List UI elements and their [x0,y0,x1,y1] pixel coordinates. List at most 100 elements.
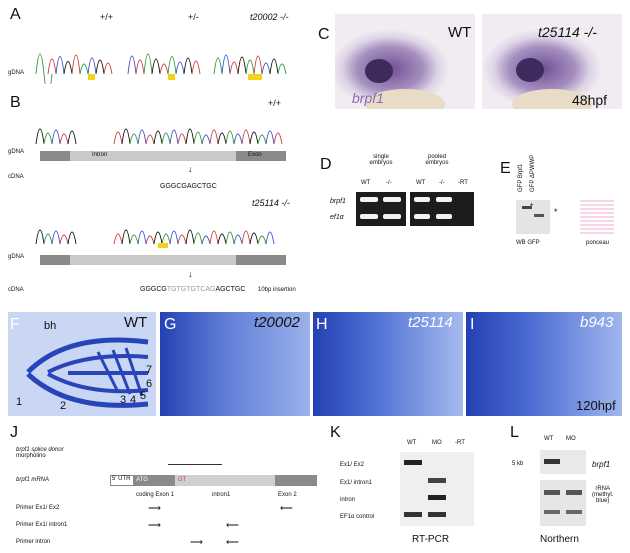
seg-coding-label: coding Exon 1 [136,492,175,498]
insitu-wt-label: WT [448,24,472,41]
gene-bar-intron-mut [40,255,70,265]
primer-1-rev: ⟵ [280,503,293,513]
genotype-t25114-b: t25114 -/- [252,198,290,208]
primer-label-1: Primer Ex1/ Ex2 [16,505,60,511]
mrna-utr-label: 5' UTR [112,476,131,482]
primer-3-fwd: ⟶ [190,537,203,547]
gel-k [400,452,474,526]
northern-size: 5 kb [512,461,524,467]
gel-k-row-3: intron [340,497,356,503]
primer-2-fwd: ⟶ [148,520,161,530]
chromatogram-b-wt [35,128,283,145]
mrna-label: brpf1 mRNA [16,477,50,483]
mo-title: brpf1 splice donor morpholino [16,447,64,459]
gel-k-row-4: EF1α control [340,514,375,520]
cartilage-f-photo [8,312,156,416]
gene-bar-intron-wt [40,151,70,161]
ponceau-caption: ponceau [586,240,610,246]
genotype-het: +/- [188,12,199,22]
mrna-exon2 [275,475,317,486]
rrna-blot [540,480,586,526]
mo-title-2: morpholino [16,453,46,459]
mrna-gt: GT [178,477,187,483]
mrna-atg: ATG [136,477,148,483]
insitu-mut-eye [516,58,544,82]
primer-1-fwd: ⟶ [148,503,161,513]
gel-group-pooled: pooled embryos [412,154,462,166]
panel-label-j: J [10,424,18,441]
gel-d-single [356,192,406,226]
cartilage-h-photo [313,312,463,416]
chromatogram-wt [35,53,113,84]
panel-label-a: A [10,6,21,23]
mo-bar [168,464,222,465]
chromatogram-het [127,53,201,75]
gel-d-lane-5: -RT [458,180,468,186]
gel-d-lane-3: WT [416,180,426,186]
primer-label-2: Primer Ex1/ intron1 [16,522,68,528]
primer-label-3: Primer intron [16,539,51,545]
gel-d-row-brpf1: brpf1 [330,198,346,205]
genotype-t20002: t20002 -/- [250,12,289,22]
insitu-mut-label: t25114 -/- [538,24,597,40]
genotype-wt: +/+ [100,12,114,22]
chromatogram-mut [213,54,287,75]
exon-label-wt: Exon [248,152,262,158]
insitu-wt-photo [335,14,475,109]
gel-k-caption: RT-PCR [412,534,450,545]
cartilage-h-genotype: t25114 [408,314,453,331]
cdna-seq-wt: GGGCGAGCTGC [160,183,217,190]
genotype-wt-b: +/+ [268,98,282,108]
insertion-note: 10bp insertion [258,287,296,293]
cartilage-i-genotype: b943 [580,314,614,331]
annot-6: 6 [146,378,153,390]
annot-bh: bh [44,320,57,332]
row-label-gdna-a: gDNA [8,70,25,76]
cartilage-g-photo [160,312,310,416]
panel-label-f: F [10,316,20,333]
gene-bar-mid-wt [70,151,236,161]
arrow-down-b1: ↓ [188,164,193,174]
gel-group-pooled-1: pooled [427,154,447,160]
mo-title-1: brpf1 splice donor [16,447,64,453]
row-label-gdna-b1: gDNA [8,149,25,155]
panel-label-d: D [320,156,332,173]
northern-caption: Northern [540,534,579,545]
panel-label-b: B [10,94,21,111]
chromatogram-b-mut [35,229,275,248]
panel-label-c: C [318,26,330,43]
chromatogram-a [35,53,287,84]
annot-1: 1 [16,396,23,408]
panel-label-h: H [316,316,328,333]
cartilage-i-photo [466,312,622,416]
gene-bar-exon-wt [236,151,286,161]
insitu-mut-photo [482,14,622,109]
panel-label-k: K [330,424,341,441]
rrna-label-2: (methyl. [592,492,614,498]
gel-d-row-ef1a: ef1α [330,214,344,221]
cdna-seq-mut: GGGCGTGTGTGTCAGAGCTGC [140,286,245,293]
gel-d-lane-4: -/- [439,180,445,186]
ponceau-blot [580,200,614,234]
gel-k-lane-1: WT [407,440,417,446]
row-label-cdna-b2: cDNA [8,287,24,293]
row-label-cdna-b1: cDNA [8,174,24,180]
western-blot: * [516,200,550,234]
gel-group-pooled-2: embryos [425,160,449,166]
gene-bar-exon-mut [236,255,286,265]
panel-label-l: L [510,424,519,441]
northern-blot [540,450,586,474]
insitu-wt-eye [365,59,393,83]
insitu-stage-label: 48hpf [572,92,608,108]
gel-group-single: single embryos [356,154,406,166]
arrow-down-b2: ↓ [188,269,193,279]
northern-lane-1: WT [544,436,554,442]
primer-2-rev: ⟵ [226,520,239,530]
seg-intron-label: intron1 [212,492,231,498]
wb-lane-1: GFP Brpf1 [518,163,524,192]
northern-lane-2: MO [566,436,576,442]
insitu-gene-label: brpf1 [352,90,384,106]
gel-d-pooled [410,192,474,226]
wb-lane-2: GFP ΔPWWP [530,154,536,192]
cartilage-g-genotype: t20002 [254,314,300,331]
